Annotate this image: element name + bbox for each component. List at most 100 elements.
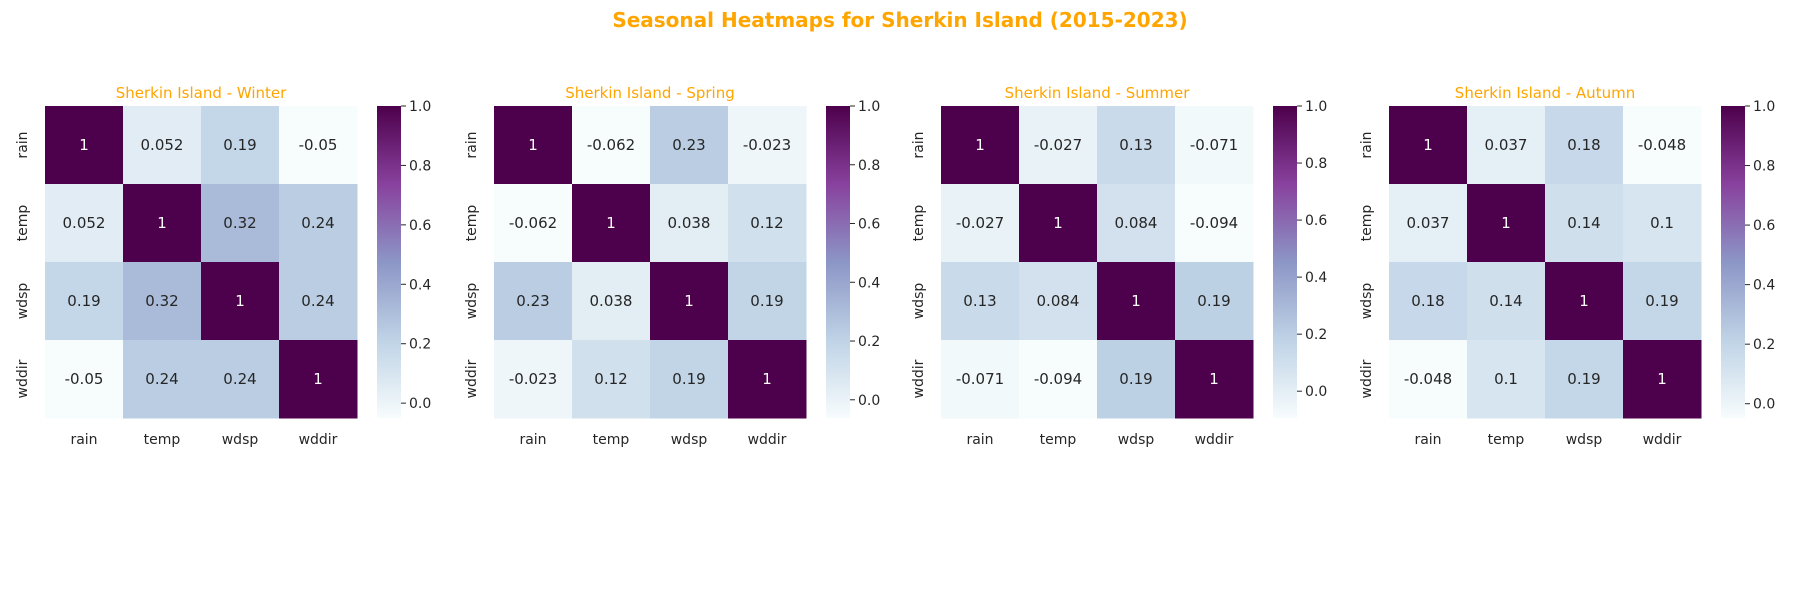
colorbar (826, 106, 850, 418)
heatmap-cell (728, 106, 807, 185)
colorbar-tick-label: 0.4 (858, 275, 880, 291)
colorbar-tick-label: 0.6 (1753, 218, 1775, 234)
cell-value-label: 0.052 (63, 214, 106, 232)
colorbar-tick-label: 0.0 (858, 393, 880, 409)
heatmap-cell (201, 262, 280, 341)
heatmap-cell (572, 184, 651, 263)
colorbar-tick-label: 0.2 (1753, 337, 1775, 353)
heatmap-cell (123, 340, 202, 419)
cell-value-label: -0.048 (1638, 136, 1686, 154)
heatmap-cell (1019, 340, 1098, 419)
heatmap-cell (1097, 340, 1176, 419)
y-tick-label: temp (911, 205, 927, 242)
heatmap-cell (1389, 340, 1468, 419)
heatmap-cell (494, 262, 573, 341)
cell-value-label: 1 (1053, 214, 1063, 232)
x-tick-label: rain (519, 432, 546, 448)
colorbar-tick-label: 0.0 (1305, 384, 1327, 400)
heatmap-cell (941, 106, 1020, 185)
colorbar-tick-label: 0.2 (858, 334, 880, 350)
heatmap-cell (1097, 106, 1176, 185)
cell-value-label: 0.24 (301, 214, 334, 232)
heatmap-cell (123, 262, 202, 341)
y-tick-label: wdsp (464, 283, 480, 320)
cell-value-label: 0.12 (750, 214, 783, 232)
cell-value-label: 0.13 (1119, 136, 1152, 154)
cell-value-label: 1 (975, 136, 985, 154)
x-tick-label: rain (966, 432, 993, 448)
cell-value-label: 0.19 (1645, 292, 1678, 310)
heatmap-cell (1019, 106, 1098, 185)
heatmap-panel: Sherkin Island - Summer 1 -0.027 0.13 -0.071… (911, 84, 1327, 448)
cell-value-label: 0.19 (1119, 370, 1152, 388)
panel-title: Sherkin Island - Summer (1005, 84, 1191, 102)
cell-value-label: 0.18 (1411, 292, 1444, 310)
heatmap-cell (45, 184, 124, 263)
cell-value-label: 1 (79, 136, 89, 154)
heatmap-cell (941, 184, 1020, 263)
y-tick-label: rain (15, 131, 31, 158)
x-tick-label: wdsp (1566, 432, 1603, 448)
heatmap-cell (1097, 262, 1176, 341)
cell-value-label: 0.32 (223, 214, 256, 232)
heatmap-cell (572, 262, 651, 341)
y-tick-label: rain (911, 131, 927, 158)
heatmap-cell (1175, 184, 1254, 263)
cell-value-label: 0.037 (1407, 214, 1450, 232)
colorbar-tick-label: 0.2 (409, 337, 431, 353)
heatmap-cell (201, 106, 280, 185)
cell-value-label: 1 (606, 214, 616, 232)
heatmap-cell (1545, 262, 1624, 341)
cell-value-label: 1 (1657, 370, 1667, 388)
heatmap-cell (1175, 106, 1254, 185)
cell-value-label: 0.24 (145, 370, 178, 388)
heatmap-cell (45, 340, 124, 419)
heatmap-cell (279, 184, 358, 263)
x-tick-label: wdsp (222, 432, 259, 448)
heatmap-cell (1623, 184, 1702, 263)
heatmap-cell (1019, 262, 1098, 341)
heatmap-cell (279, 106, 358, 185)
heatmap-cell (1389, 184, 1468, 263)
heatmap-cell (1467, 262, 1546, 341)
colorbar-tick-label: 0.6 (409, 218, 431, 234)
heatmap-cell (941, 262, 1020, 341)
cell-value-label: 1 (1131, 292, 1141, 310)
heatmap-cell (1467, 184, 1546, 263)
cell-value-label: -0.023 (743, 136, 791, 154)
x-tick-label: wddir (1643, 432, 1682, 448)
colorbar-tick-label: 0.2 (1305, 327, 1327, 343)
colorbar-tick-label: 0.0 (409, 396, 431, 412)
cell-value-label: 0.19 (67, 292, 100, 310)
colorbar (1273, 106, 1297, 418)
x-tick-label: rain (1414, 432, 1441, 448)
x-tick-label: temp (1488, 432, 1525, 448)
x-tick-label: wddir (748, 432, 787, 448)
cell-value-label: 1 (1501, 214, 1511, 232)
cell-value-label: 0.084 (1037, 292, 1080, 310)
y-tick-label: temp (1359, 205, 1375, 242)
heatmap-cell (123, 106, 202, 185)
x-tick-label: temp (144, 432, 181, 448)
heatmap-cell (1623, 106, 1702, 185)
colorbar-tick-label: 0.8 (1305, 156, 1327, 172)
heatmap-cell (1623, 262, 1702, 341)
cell-value-label: -0.062 (509, 214, 557, 232)
heatmap-cell (650, 340, 729, 419)
y-tick-label: wddir (1359, 359, 1375, 398)
heatmap-panel: Sherkin Island - Spring 1 -0.062 0.23 -0.023… (464, 84, 880, 448)
y-tick-label: wddir (15, 359, 31, 398)
cell-value-label: -0.062 (587, 136, 635, 154)
cell-value-label: 0.14 (1489, 292, 1522, 310)
cell-value-label: 0.052 (141, 136, 184, 154)
cell-value-label: 0.038 (590, 292, 633, 310)
colorbar-tick-label: 1.0 (1305, 99, 1327, 115)
figure-title: Seasonal Heatmaps for Sherkin Island (20… (612, 8, 1187, 32)
heatmap-cell (1019, 184, 1098, 263)
heatmap-cell (1545, 184, 1624, 263)
heatmap-cell (1097, 184, 1176, 263)
heatmap-cell (1389, 262, 1468, 341)
cell-value-label: -0.071 (1190, 136, 1238, 154)
cell-value-label: 0.32 (145, 292, 178, 310)
cell-value-label: 0.037 (1485, 136, 1528, 154)
